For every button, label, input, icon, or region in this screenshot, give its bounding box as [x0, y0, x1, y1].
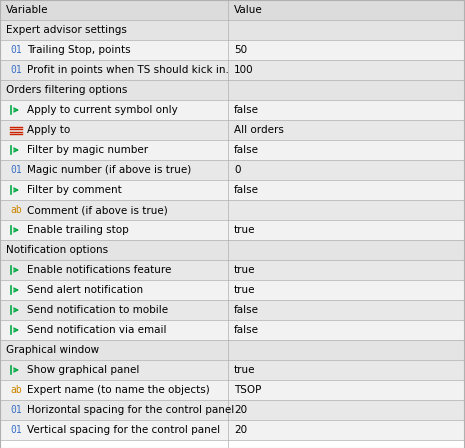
Text: 100: 100: [234, 65, 253, 75]
Text: 01: 01: [10, 65, 22, 75]
Text: Horizontal spacing for the control panel: Horizontal spacing for the control panel: [27, 405, 234, 415]
Text: All orders: All orders: [234, 125, 284, 135]
Text: Value: Value: [234, 5, 263, 15]
Text: 01: 01: [10, 425, 22, 435]
Text: Magic number (if above is true): Magic number (if above is true): [27, 165, 191, 175]
Bar: [0, 300, 465, 320]
Text: Notification options: Notification options: [6, 245, 108, 255]
Text: ab: ab: [10, 385, 22, 395]
Text: TSOP: TSOP: [234, 385, 261, 395]
Text: Comment (if above is true): Comment (if above is true): [27, 205, 168, 215]
Text: true: true: [234, 365, 255, 375]
Text: Apply to current symbol only: Apply to current symbol only: [27, 105, 178, 115]
Text: true: true: [234, 265, 255, 275]
Text: true: true: [234, 225, 255, 235]
Bar: [0, 40, 465, 60]
Text: Send alert notification: Send alert notification: [27, 285, 143, 295]
Text: Send notification via email: Send notification via email: [27, 325, 166, 335]
Bar: [0, 420, 465, 440]
Text: Vertical spacing for the control panel: Vertical spacing for the control panel: [27, 425, 220, 435]
Text: 50: 50: [234, 45, 247, 55]
Bar: [0, 320, 465, 340]
Text: Enable trailing stop: Enable trailing stop: [27, 225, 129, 235]
Bar: [0, 80, 465, 100]
Text: Graphical window: Graphical window: [6, 345, 99, 355]
Bar: [0, 160, 465, 180]
Bar: [0, 100, 465, 120]
Bar: [0, 20, 465, 40]
Text: Profit in points when TS should kick in.: Profit in points when TS should kick in.: [27, 65, 229, 75]
Bar: [0, 180, 465, 200]
Text: Trailing Stop, points: Trailing Stop, points: [27, 45, 131, 55]
Text: Send notification to mobile: Send notification to mobile: [27, 305, 168, 315]
Text: Expert advisor settings: Expert advisor settings: [6, 25, 127, 35]
Text: Filter by comment: Filter by comment: [27, 185, 122, 195]
Text: 20: 20: [234, 405, 247, 415]
Bar: [0, 60, 465, 80]
Bar: [0, 400, 465, 420]
Bar: [0, 220, 465, 240]
Bar: [0, 360, 465, 380]
Text: Apply to: Apply to: [27, 125, 70, 135]
Text: 01: 01: [10, 405, 22, 415]
Text: Filter by magic number: Filter by magic number: [27, 145, 148, 155]
Text: true: true: [234, 285, 255, 295]
Text: Show graphical panel: Show graphical panel: [27, 365, 140, 375]
Text: Orders filtering options: Orders filtering options: [6, 85, 127, 95]
Text: 0: 0: [234, 165, 240, 175]
Text: 01: 01: [10, 165, 22, 175]
Bar: [0, 0, 465, 20]
Text: Enable notifications feature: Enable notifications feature: [27, 265, 172, 275]
Bar: [0, 340, 465, 360]
Text: Expert name (to name the objects): Expert name (to name the objects): [27, 385, 210, 395]
Text: false: false: [234, 305, 259, 315]
Text: ab: ab: [10, 205, 22, 215]
Text: false: false: [234, 185, 259, 195]
Text: 01: 01: [10, 45, 22, 55]
Bar: [0, 140, 465, 160]
Bar: [0, 260, 465, 280]
Text: 20: 20: [234, 425, 247, 435]
Bar: [0, 240, 465, 260]
Text: false: false: [234, 105, 259, 115]
Bar: [0, 120, 465, 140]
Text: Variable: Variable: [6, 5, 48, 15]
Bar: [0, 280, 465, 300]
Text: false: false: [234, 325, 259, 335]
Bar: [0, 200, 465, 220]
Text: false: false: [234, 145, 259, 155]
Bar: [0, 380, 465, 400]
